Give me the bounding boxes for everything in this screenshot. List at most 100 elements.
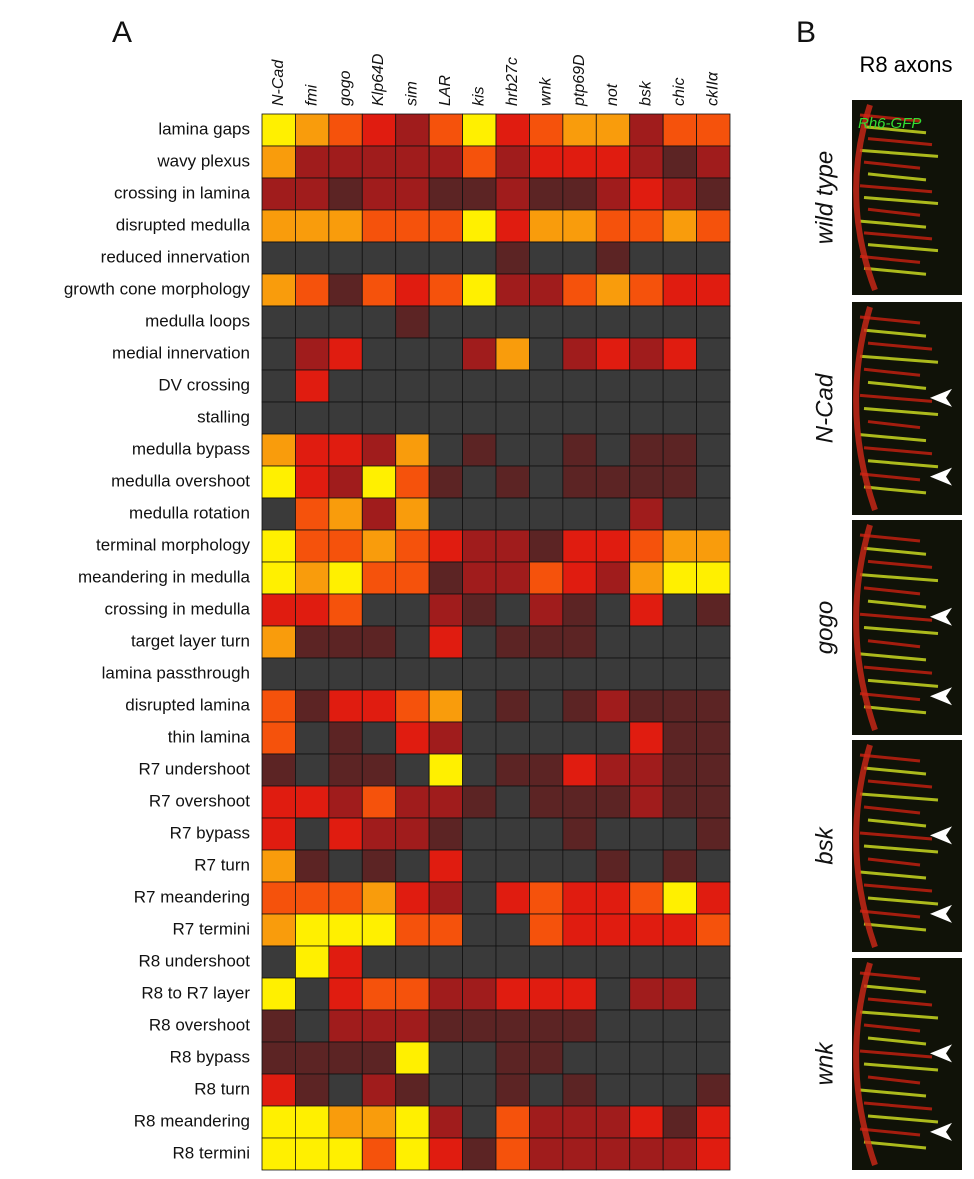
row-label: R8 turn [194, 1079, 250, 1098]
heatmap-cell [329, 242, 362, 274]
heatmap-cell [362, 754, 395, 786]
heatmap-cell [463, 210, 496, 242]
heatmap-cell [630, 818, 663, 850]
heatmap-cell [429, 434, 462, 466]
heatmap-cell [463, 338, 496, 370]
heatmap-cell [329, 914, 362, 946]
heatmap-cell [329, 306, 362, 338]
heatmap-cell [596, 914, 629, 946]
heatmap-cell [429, 658, 462, 690]
heatmap-cell [529, 210, 562, 242]
heatmap-cell [663, 722, 696, 754]
heatmap-cell [563, 210, 596, 242]
heatmap-cell [362, 690, 395, 722]
heatmap-cell [697, 658, 730, 690]
row-label: lamina passthrough [102, 663, 250, 682]
heatmap-cell [463, 978, 496, 1010]
heatmap-cell [529, 882, 562, 914]
heatmap-cell [463, 594, 496, 626]
heatmap-cell [663, 1074, 696, 1106]
heatmap-cell [630, 530, 663, 562]
heatmap-cell [362, 146, 395, 178]
heatmap-cell [529, 498, 562, 530]
heatmap-cell [529, 690, 562, 722]
heatmap-cell [596, 882, 629, 914]
heatmap-cell [496, 306, 529, 338]
heatmap-cell [563, 690, 596, 722]
heatmap-cell [262, 818, 295, 850]
heatmap-cell [563, 178, 596, 210]
heatmap-cell [630, 1042, 663, 1074]
heatmap-cell [429, 466, 462, 498]
heatmap-cell [596, 114, 629, 146]
heatmap-cell [630, 370, 663, 402]
heatmap-cell [329, 690, 362, 722]
heatmap-cell [295, 338, 328, 370]
heatmap-cell [362, 658, 395, 690]
heatmap-cell [396, 658, 429, 690]
heatmap-cell [396, 114, 429, 146]
heatmap-cell [329, 434, 362, 466]
column-label: hrb27c [504, 57, 521, 106]
heatmap-cell [396, 882, 429, 914]
heatmap-cell [362, 1074, 395, 1106]
heatmap-cell [463, 818, 496, 850]
heatmap-cell [596, 306, 629, 338]
heatmap-cell [262, 210, 295, 242]
heatmap-cell [429, 338, 462, 370]
row-label: R7 bypass [170, 823, 250, 842]
heatmap-cell [529, 786, 562, 818]
heatmap-cell [697, 882, 730, 914]
heatmap-cell [262, 850, 295, 882]
heatmap-cell [563, 1074, 596, 1106]
row-label: R7 meandering [134, 887, 250, 906]
heatmap-cell [496, 786, 529, 818]
heatmap-cell [596, 1042, 629, 1074]
heatmap-cell [463, 306, 496, 338]
heatmap-cell [396, 178, 429, 210]
row-label: R7 undershoot [138, 759, 250, 778]
heatmap-cell [362, 210, 395, 242]
heatmap-cell [596, 434, 629, 466]
heatmap-cell [429, 114, 462, 146]
heatmap-cell [496, 466, 529, 498]
heatmap-cell [429, 274, 462, 306]
heatmap-cell [529, 242, 562, 274]
heatmap-cell [663, 1138, 696, 1170]
row-label: terminal morphology [96, 535, 251, 554]
heatmap-cell [663, 882, 696, 914]
heatmap-cell [496, 978, 529, 1010]
heatmap-cell [496, 754, 529, 786]
heatmap-cell [362, 594, 395, 626]
heatmap-cell [295, 690, 328, 722]
heatmap-cell [262, 434, 295, 466]
heatmap-cell [496, 1138, 529, 1170]
heatmap-cell [463, 274, 496, 306]
heatmap-cell [362, 1010, 395, 1042]
heatmap-cell [496, 370, 529, 402]
heatmap-cell [262, 530, 295, 562]
heatmap-cell [329, 178, 362, 210]
heatmap-cell [329, 594, 362, 626]
heatmap-cell [295, 370, 328, 402]
heatmap-cell [396, 530, 429, 562]
heatmap-cell [463, 658, 496, 690]
heatmap-cell [396, 594, 429, 626]
heatmap-cell [396, 274, 429, 306]
heatmap-cell [396, 690, 429, 722]
heatmap-cell [529, 754, 562, 786]
heatmap-cell [262, 786, 295, 818]
row-label: meandering in medulla [78, 567, 251, 586]
heatmap-cell [295, 1010, 328, 1042]
heatmap-cell [463, 1138, 496, 1170]
column-label: N-Cad [270, 59, 287, 106]
heatmap-cell [295, 754, 328, 786]
heatmap-cell [496, 242, 529, 274]
heatmap-cell [697, 786, 730, 818]
heatmap-cell [529, 1042, 562, 1074]
heatmap-cell [329, 338, 362, 370]
heatmap-cell [429, 786, 462, 818]
heatmap-cell [295, 402, 328, 434]
heatmap-cell [295, 626, 328, 658]
panel-label: A [112, 16, 132, 49]
